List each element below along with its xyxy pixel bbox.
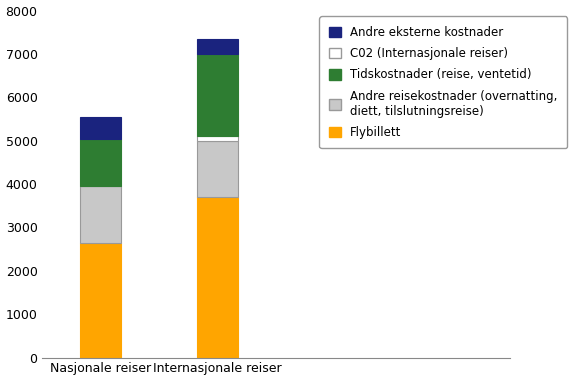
Bar — [81, 186, 121, 243]
Bar — [197, 39, 238, 54]
Bar — [197, 197, 238, 358]
Bar — [197, 136, 238, 141]
Bar — [197, 54, 238, 136]
Legend: Andre eksterne kostnader, C02 (Internasjonale reiser), Tidskostnader (reise, ven: Andre eksterne kostnader, C02 (Internasj… — [320, 16, 567, 149]
Bar — [197, 141, 238, 197]
Bar — [81, 139, 121, 186]
Bar — [81, 117, 121, 139]
Bar — [81, 243, 121, 358]
